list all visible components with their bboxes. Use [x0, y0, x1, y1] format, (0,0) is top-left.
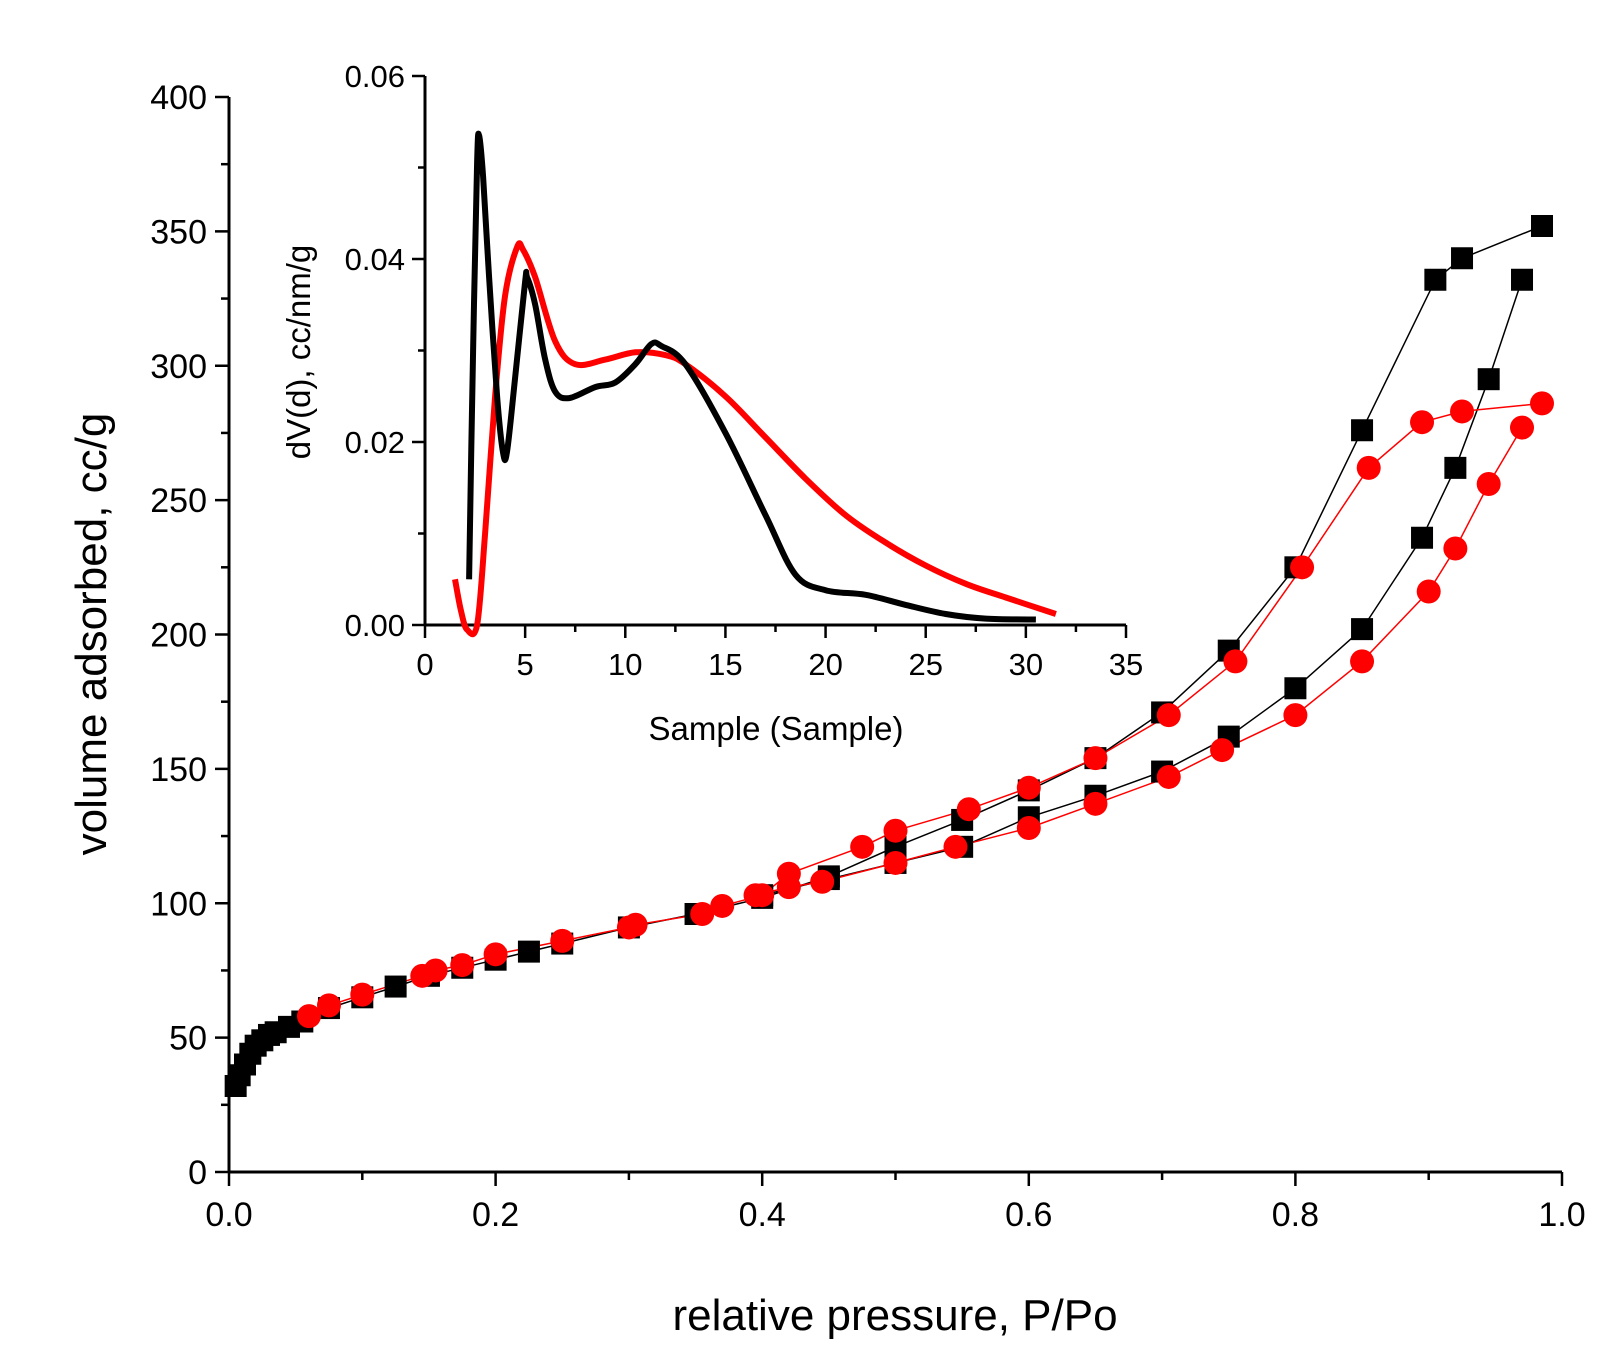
red-circle-marker	[483, 942, 508, 967]
main-y-axis-title: volume adsorbed, cc/g	[67, 413, 116, 856]
main-x-axis-title: relative pressure, P/Po	[672, 1291, 1117, 1340]
red-circle-marker	[1083, 791, 1108, 816]
red-circle-marker	[883, 818, 908, 843]
inset-x-tick-label: 15	[708, 647, 742, 682]
main-x-tick-label: 0.4	[739, 1196, 786, 1234]
red-circle-marker	[1283, 703, 1308, 728]
black-square-marker	[1411, 526, 1434, 549]
inset-series-curves	[452, 130, 1057, 638]
red-circle-marker	[1223, 649, 1248, 674]
inset-x-tick-label: 0	[416, 647, 433, 682]
red-circle-marker	[623, 912, 648, 937]
main-y-tick-label: 0	[188, 1154, 207, 1192]
inset-y-tick-label: 0.02	[345, 425, 405, 460]
inset-x-axis-title: Sample (Sample)	[649, 710, 904, 747]
red-circle-marker	[1450, 399, 1475, 424]
inset-x-tick-label: 25	[908, 647, 942, 682]
red-circle-marker	[1416, 579, 1441, 604]
red-circle-marker	[1210, 738, 1235, 763]
red-circle-marker	[1083, 746, 1108, 771]
inset-red-curve	[452, 240, 1057, 638]
main-y-tick-label: 50	[169, 1020, 207, 1058]
main-y-tick-label: 400	[150, 79, 207, 117]
black-square-marker	[1531, 215, 1554, 237]
red-circle-marker	[690, 902, 715, 926]
red-circle-marker	[943, 834, 968, 859]
black-series-line	[762, 279, 1523, 896]
inset-x-tick-label: 5	[517, 647, 534, 682]
red-circle-marker	[1016, 816, 1041, 840]
black-square-marker	[517, 940, 540, 963]
red-circle-marker	[1443, 536, 1468, 561]
inset-black-curve	[466, 130, 1036, 623]
inset-x-tick-label: 35	[1109, 647, 1143, 682]
black-square-marker	[1511, 268, 1534, 291]
main-y-tick-label: 300	[150, 348, 207, 386]
inset-y-tick-label: 0.06	[345, 59, 405, 94]
red-circle-marker	[1350, 649, 1375, 674]
red-circle-marker	[1530, 391, 1555, 416]
black-square-marker	[1477, 368, 1500, 391]
red-circle-marker	[1156, 764, 1181, 789]
red-circle-marker	[776, 875, 801, 900]
inset-y-tick-label: 0.04	[345, 242, 405, 277]
main-series-markers	[224, 215, 1555, 1097]
black-square-marker	[384, 975, 407, 998]
black-square-marker	[1451, 247, 1474, 270]
black-square-marker	[1444, 456, 1467, 479]
inset-x-tick-label: 30	[1009, 647, 1043, 682]
red-circle-marker	[350, 982, 375, 1007]
red-circle-marker	[883, 850, 908, 875]
red-circle-marker	[423, 958, 448, 983]
inset-ticks: 0.00 0.02 0.04 0.06 0 5 10 15 20 25 30 35	[345, 59, 1144, 682]
red-circle-marker	[850, 834, 875, 859]
red-circle-marker	[550, 928, 575, 953]
main-y-tick-label: 350	[150, 213, 207, 251]
main-x-tick-label: 0.2	[472, 1196, 519, 1234]
black-square-marker	[1424, 268, 1447, 291]
red-circle-marker	[956, 797, 981, 822]
red-circle-marker	[710, 893, 735, 918]
inset-y-axis-title: dV(d), cc/nm/g	[280, 245, 317, 460]
red-circle-marker	[1356, 455, 1381, 480]
main-x-tick-label: 0.6	[1005, 1196, 1052, 1234]
inset-y-tick-label: 0.00	[345, 608, 405, 643]
red-circle-marker	[1410, 410, 1435, 435]
main-y-tick-label: 100	[150, 885, 207, 923]
red-circle-marker	[743, 883, 768, 908]
red-circle-marker	[450, 953, 475, 978]
red-circle-marker	[316, 993, 341, 1018]
main-x-tick-label: 0.0	[205, 1196, 252, 1234]
main-x-tick-label: 0.8	[1272, 1196, 1319, 1234]
red-circle-marker	[810, 869, 835, 894]
main-y-tick-label: 150	[150, 751, 207, 789]
red-circle-marker	[1510, 415, 1535, 440]
black-square-marker	[1351, 618, 1374, 641]
red-circle-marker	[296, 1004, 321, 1029]
red-circle-marker	[1476, 472, 1501, 496]
black-square-marker	[1351, 419, 1374, 442]
main-y-tick-label: 200	[150, 617, 207, 655]
red-series-line	[308, 402, 1543, 1017]
red-circle-marker	[1156, 703, 1181, 728]
black-square-marker	[1284, 677, 1307, 700]
red-circle-marker	[1016, 775, 1041, 800]
inset-x-tick-label: 10	[608, 647, 642, 682]
main-x-tick-label: 1.0	[1538, 1196, 1585, 1234]
inset-x-tick-label: 20	[808, 647, 842, 682]
main-y-tick-label: 250	[150, 482, 207, 520]
red-circle-marker	[1290, 555, 1315, 580]
